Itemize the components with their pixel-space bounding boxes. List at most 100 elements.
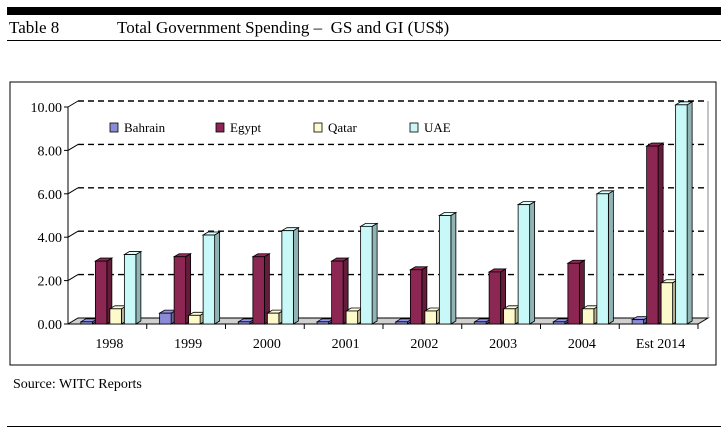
gridline-diagonal <box>67 100 79 108</box>
bar-front <box>631 319 645 325</box>
bar-egypt-1999 <box>172 253 193 325</box>
top-rule <box>7 7 721 15</box>
bar-front <box>266 312 280 325</box>
bar-egypt-1998 <box>93 257 114 325</box>
bar-front <box>109 308 122 325</box>
y-tick-label: 0.00 <box>38 318 63 333</box>
table-header: Table 8 Total Government Spending – GS a… <box>7 16 721 40</box>
x-tick-label: 1998 <box>95 337 123 352</box>
bar-front <box>252 256 265 325</box>
x-tick-label: 2001 <box>332 337 360 352</box>
bar-front <box>188 314 201 325</box>
bar-side <box>371 222 378 325</box>
bar-front <box>581 308 595 325</box>
bar-front <box>646 145 659 325</box>
x-tick-label: 1999 <box>174 337 202 352</box>
bar-front <box>409 269 423 325</box>
gridline-diagonal <box>67 274 79 282</box>
bar-front <box>488 271 502 325</box>
bar-front <box>503 308 516 325</box>
legend-label-uae: UAE <box>424 120 451 135</box>
bar-bahrain-2004 <box>551 318 572 325</box>
legend-swatch-uae <box>409 122 419 133</box>
bar-uae-2002 <box>437 211 458 325</box>
bar-front <box>80 321 93 325</box>
bar-egypt-2002 <box>408 266 429 325</box>
bar-front <box>424 310 437 325</box>
bar-side <box>450 211 457 325</box>
gridline-diagonal <box>67 187 79 195</box>
bar-front <box>675 104 688 325</box>
legend-swatch-egypt <box>215 122 225 133</box>
y-tick-label: 10.00 <box>31 101 63 116</box>
bar-uae-2000 <box>280 226 300 325</box>
source-note: Source: WITC Reports <box>13 377 142 392</box>
legend-label-bahrain: Bahrain <box>124 120 166 135</box>
bar-side <box>135 250 142 325</box>
legend-swatch-bahrain <box>109 122 119 133</box>
bar-uae-est-2014 <box>674 101 694 325</box>
bar-front <box>567 262 580 325</box>
bar-front <box>395 321 408 325</box>
bar-front <box>94 260 108 325</box>
header-rule <box>7 40 721 41</box>
x-tick-label: 2002 <box>410 337 438 352</box>
y-tick-label: 2.00 <box>38 275 63 290</box>
bar-egypt-est-2014 <box>645 142 665 325</box>
bar-qatar-1998 <box>108 305 128 325</box>
bar-bahrain-est-2014 <box>630 315 651 325</box>
bar-front <box>331 260 344 325</box>
table-number: Table 8 <box>9 18 60 37</box>
bar-uae-1998 <box>122 250 143 325</box>
bar-side <box>607 190 614 325</box>
bar-side <box>529 200 536 325</box>
bar-egypt-2003 <box>487 268 508 325</box>
y-tick-label: 4.00 <box>38 231 63 246</box>
x-tick-label: Est 2014 <box>636 337 685 352</box>
bar-uae-2001 <box>359 222 379 325</box>
y-tick-label: 6.00 <box>38 188 63 203</box>
bar-front <box>517 204 531 325</box>
bar-front <box>316 321 330 325</box>
bottom-rule <box>7 426 721 427</box>
bar-bahrain-1999 <box>158 309 178 325</box>
bar-front <box>237 321 251 325</box>
bar-egypt-2001 <box>330 257 350 325</box>
bar-front <box>474 321 487 325</box>
bar-egypt-2000 <box>251 253 271 325</box>
bar-qatar-2001 <box>344 307 365 325</box>
bar-front <box>596 193 609 325</box>
bar-qatar-2004 <box>580 305 601 325</box>
bar-front <box>159 312 172 325</box>
bar-front <box>360 225 373 325</box>
bar-front <box>173 256 187 325</box>
bar-front <box>345 310 359 325</box>
bar-side <box>292 226 299 325</box>
x-tick-label: 2000 <box>253 337 281 352</box>
legend-label-egypt: Egypt <box>230 120 261 135</box>
bar-side <box>214 231 221 325</box>
bar-front <box>552 321 566 325</box>
bar-qatar-2002 <box>423 307 443 325</box>
bar-front <box>660 282 674 325</box>
legend-swatch-qatar <box>313 122 323 133</box>
bar-qatar-1999 <box>187 311 207 325</box>
x-tick-label: 2004 <box>568 337 596 352</box>
bar-front <box>438 215 452 325</box>
bar-egypt-2004 <box>566 259 586 325</box>
gridline-diagonal <box>67 230 79 238</box>
bar-side <box>686 101 693 325</box>
bar-front <box>202 234 216 325</box>
gridline-diagonal <box>67 143 79 151</box>
bar-side <box>185 253 192 325</box>
x-tick-label: 2003 <box>489 337 517 352</box>
bar-qatar-2000 <box>265 309 286 325</box>
bar-qatar-est-2014 <box>659 279 680 325</box>
bar-front <box>123 254 137 325</box>
y-tick-label: 8.00 <box>38 144 63 159</box>
chart-frame <box>9 81 717 366</box>
bar-front <box>281 230 294 325</box>
bar-uae-2004 <box>595 190 615 325</box>
table-title: Total Government Spending – GS and GI (U… <box>117 18 450 37</box>
